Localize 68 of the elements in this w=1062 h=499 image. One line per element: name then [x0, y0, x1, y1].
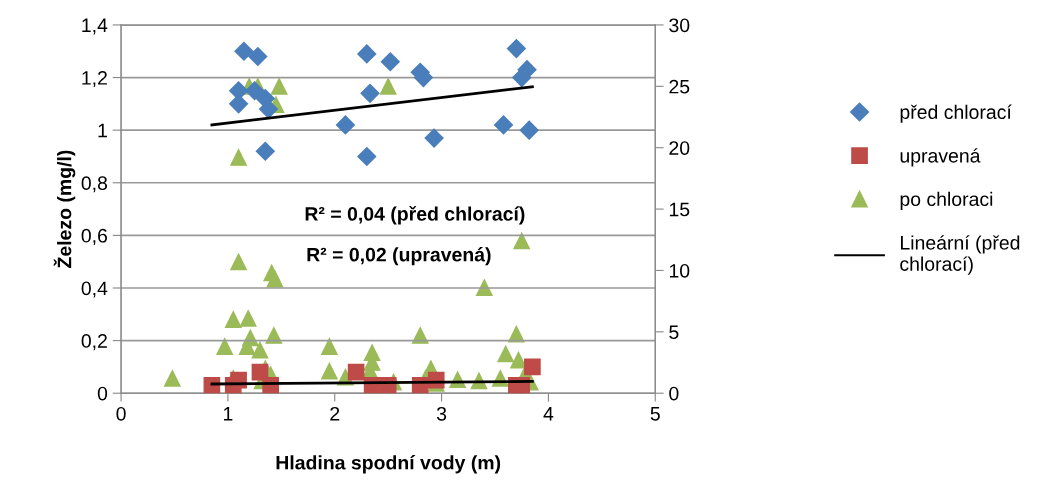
point: [347, 363, 365, 381]
y2-tick-label: 0: [669, 386, 679, 401]
y-axis-title: Železo (mg/l): [53, 150, 76, 268]
point: [229, 81, 249, 101]
legend-label: upravená: [900, 148, 981, 167]
point: [360, 83, 380, 103]
x-tick-label: 0: [116, 406, 126, 421]
legend-label: po chloraci: [900, 191, 993, 210]
y2-tick-label: 25: [669, 79, 690, 94]
y-tick-label: 0,4: [81, 281, 108, 298]
point: [519, 120, 539, 140]
point: [230, 253, 247, 271]
point: [164, 370, 181, 387]
point: [234, 41, 254, 61]
point: [506, 39, 526, 59]
point: [494, 115, 514, 135]
legend-label: před chlorací: [900, 104, 1012, 123]
point: [229, 94, 249, 114]
point: [513, 232, 531, 250]
point: [216, 338, 234, 355]
y-tick-label: 0: [97, 386, 108, 401]
point: [270, 77, 288, 95]
point: [321, 362, 338, 380]
x-tick-label: 5: [650, 407, 660, 421]
y2-tick-label: 20: [669, 141, 690, 155]
point: [265, 327, 283, 344]
point: [357, 44, 377, 64]
point: [251, 341, 269, 359]
annotation: R² = 0,04 (před chlorací): [305, 206, 525, 225]
y-tick-label: 1,2: [82, 71, 107, 88]
point: [517, 60, 537, 80]
y2-tick-label: 15: [669, 202, 690, 217]
point: [379, 77, 397, 95]
point: [239, 309, 257, 327]
x-tick-label: 3: [436, 406, 447, 421]
x-tick-label: 1: [223, 407, 233, 421]
legend-label: Lineární (před chlorací): [900, 235, 1020, 275]
point: [321, 338, 338, 355]
point: [251, 363, 269, 381]
y2-tick-label: 30: [669, 18, 690, 33]
y-tick-label: 1: [98, 123, 107, 138]
point: [230, 149, 247, 166]
point: [258, 99, 279, 119]
y-tick-label: 0,8: [81, 176, 108, 193]
point: [245, 81, 265, 101]
point: [248, 46, 268, 67]
y2-tick-label: 5: [669, 325, 679, 340]
annotation: R² = 0,02 (upravená): [307, 247, 491, 266]
point: [424, 128, 444, 148]
point: [380, 52, 400, 72]
point: [335, 115, 355, 135]
x-tick-label: 4: [543, 407, 554, 421]
point: [508, 325, 525, 343]
point: [266, 270, 284, 288]
point: [224, 311, 242, 328]
point: [255, 141, 275, 161]
point: [411, 327, 429, 344]
point: [524, 358, 541, 376]
x-tick-label: 2: [330, 406, 340, 421]
y2-tick-label: 10: [669, 263, 690, 278]
y-tick-label: 0,6: [81, 228, 108, 245]
y-tick-label: 0,2: [81, 334, 107, 351]
y-tick-label: 1,4: [82, 18, 108, 35]
point: [357, 146, 377, 167]
x-axis-title: Hladina spodní vody (m): [276, 455, 501, 474]
point: [497, 345, 515, 363]
point: [510, 351, 527, 369]
point: [242, 329, 259, 347]
